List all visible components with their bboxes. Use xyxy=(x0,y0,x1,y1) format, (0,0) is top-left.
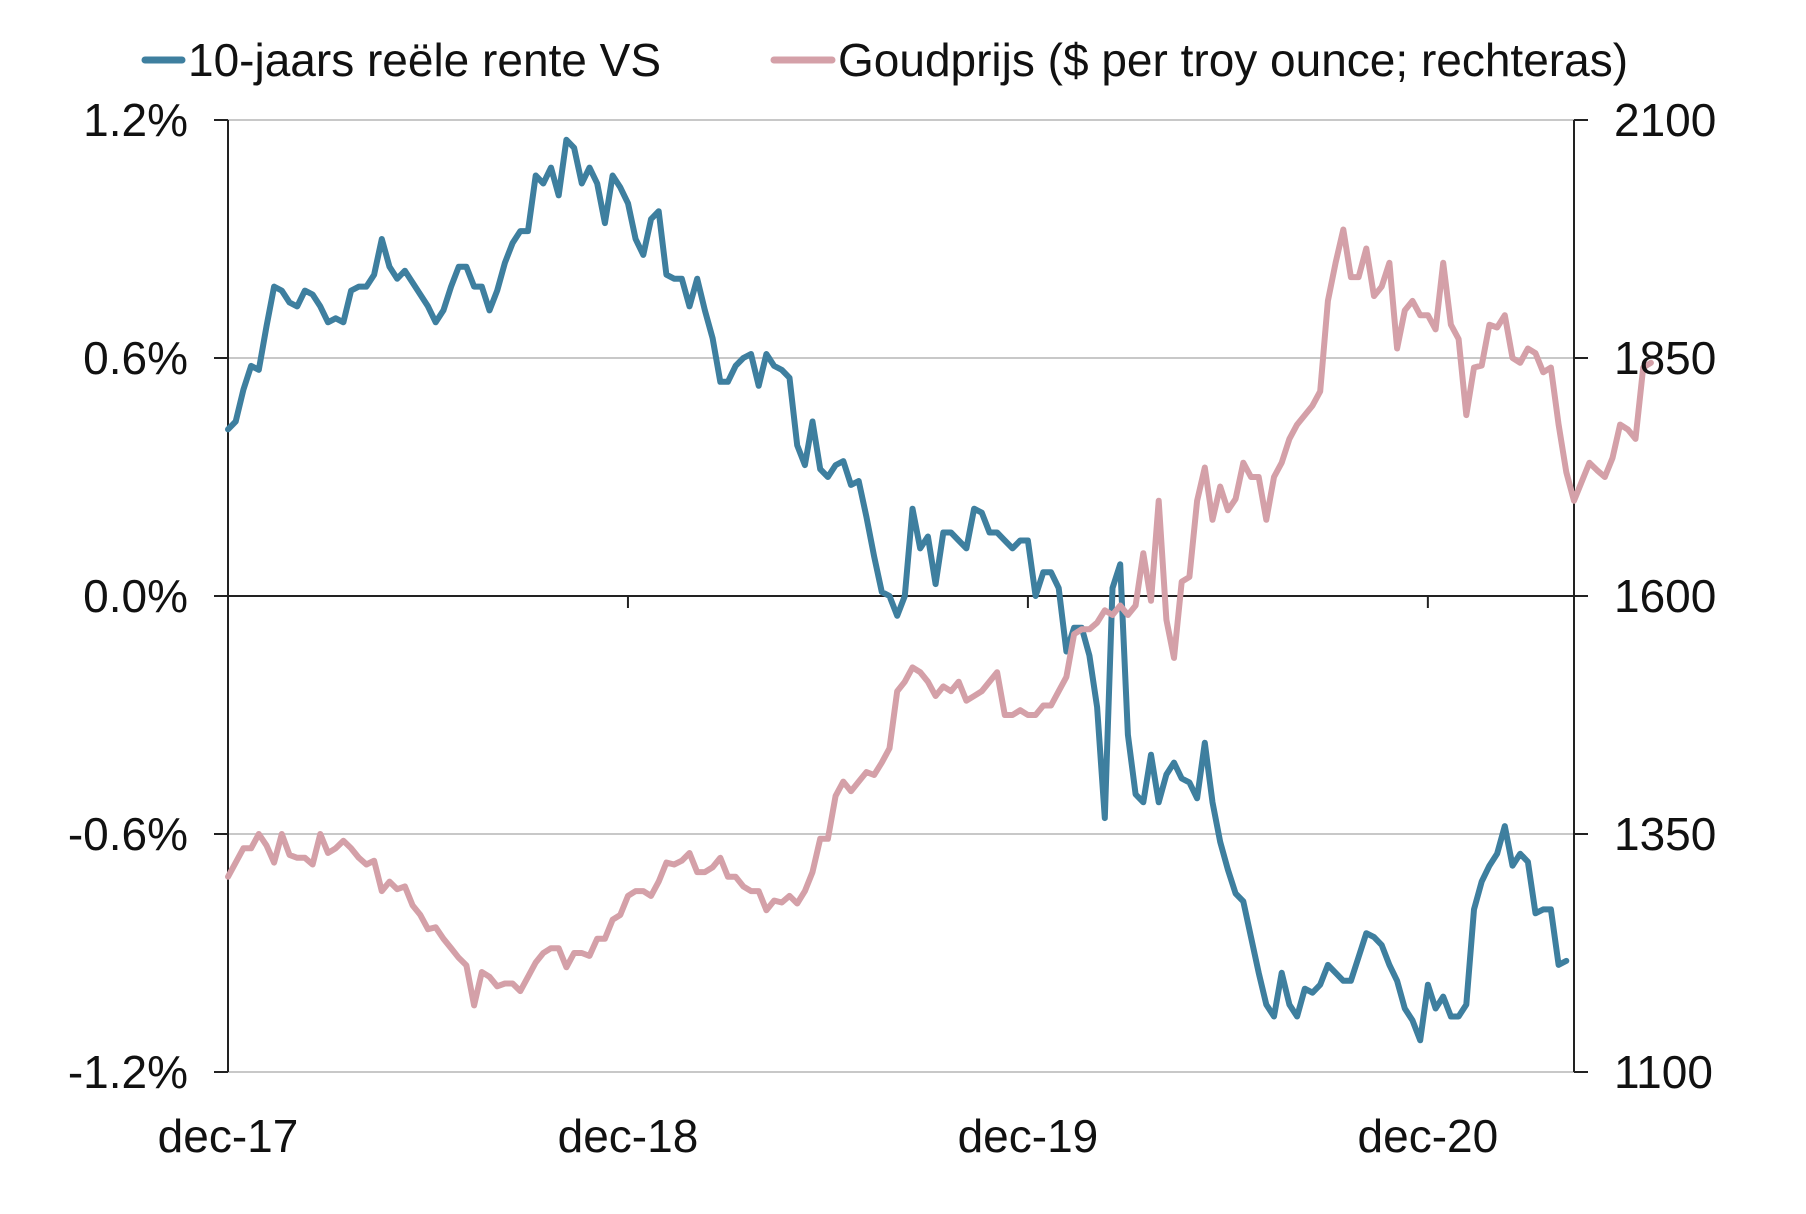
right-tick-label: 1600 xyxy=(1614,570,1716,622)
axes xyxy=(214,119,1588,1073)
real-rate-line xyxy=(225,136,1570,1044)
legend-item-real-rate-label: 10-jaars reële rente VS xyxy=(188,34,661,86)
x-tick-label: dec-17 xyxy=(158,1110,299,1162)
series-lines xyxy=(225,136,1654,1044)
x-tick-label: dec-18 xyxy=(558,1110,699,1162)
legend: 10-jaars reële rente VS Goudprijs ($ per … xyxy=(141,34,1628,86)
x-tick-label: dec-19 xyxy=(958,1110,1099,1162)
right-tick-label: 1100 xyxy=(1614,1046,1713,1098)
left-tick-label: -0.6% xyxy=(68,808,188,860)
left-tick-label: 0.6% xyxy=(83,332,188,384)
tick-labels: 1.2% 0.6% 0.0% -0.6% -1.2% 2100 1850 1600 1350 11… xyxy=(68,94,1717,1162)
left-tick-label: 1.2% xyxy=(83,94,188,146)
legend-item-gold-label: Goudprijs ($ per troy ounce; rechteras) xyxy=(838,34,1628,86)
left-tick-label: 0.0% xyxy=(83,570,188,622)
right-tick-label: 1850 xyxy=(1614,332,1716,384)
right-tick-label: 2100 xyxy=(1614,94,1716,146)
gold-price-line xyxy=(225,226,1654,1009)
gridlines xyxy=(228,119,1574,1073)
x-tick-label: dec-20 xyxy=(1358,1110,1499,1162)
right-tick-label: 1350 xyxy=(1614,808,1716,860)
left-tick-label: -1.2% xyxy=(68,1046,188,1098)
